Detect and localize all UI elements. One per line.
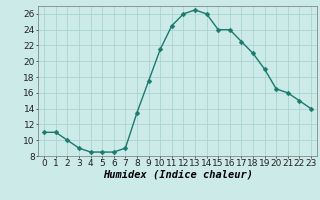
X-axis label: Humidex (Indice chaleur): Humidex (Indice chaleur) bbox=[103, 170, 252, 180]
